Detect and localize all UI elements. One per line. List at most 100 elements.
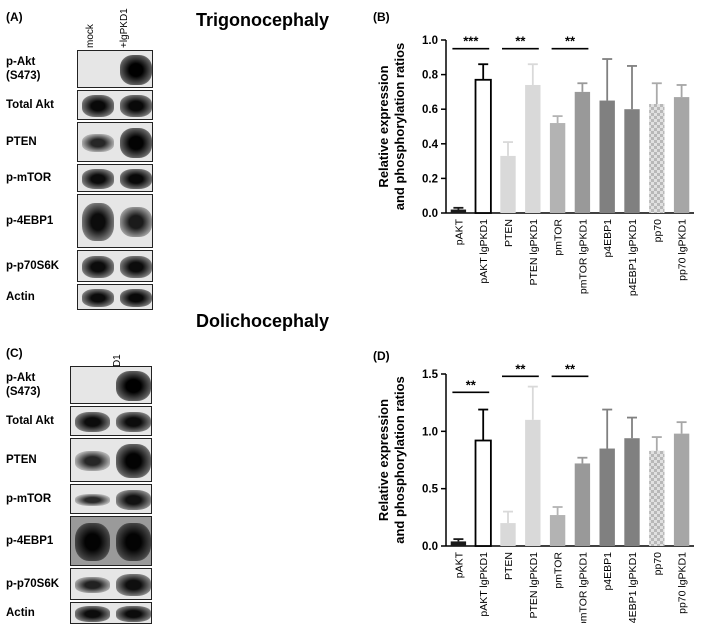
blot-band xyxy=(120,168,152,190)
y-axis-label-line: and phosphorylation ratios xyxy=(392,376,407,544)
y-tick-label: 0.6 xyxy=(422,104,438,116)
bar xyxy=(574,463,591,546)
blot-strip xyxy=(70,484,152,514)
y-tick-label: 0.4 xyxy=(422,139,439,151)
significance-label: *** xyxy=(463,34,479,49)
bar-chart-d: Relative expressionand phosphorylation r… xyxy=(376,361,694,623)
bar xyxy=(474,439,492,547)
blot-row-label: p-p70S6K xyxy=(6,578,60,590)
y-tick-label: 1.0 xyxy=(422,426,438,438)
blot-strip xyxy=(70,366,152,404)
x-category-label: pAKT lgPKD1 xyxy=(478,219,490,284)
panel-letter-b: (B) xyxy=(373,10,390,24)
x-category-label: p4EBP1 lgPKD1 xyxy=(627,552,639,623)
bar xyxy=(649,104,665,213)
blot-band xyxy=(75,493,110,507)
blot-row-label: Total Akt xyxy=(6,415,54,427)
blot-band xyxy=(75,522,110,562)
x-category-label: pp70 lgPKD1 xyxy=(677,552,689,614)
bar xyxy=(673,433,690,546)
x-category-label: p4EBP1 xyxy=(602,219,614,258)
panel-letter-a: (A) xyxy=(6,10,23,24)
western-blot-a: mock +lgPKD1 p-Akt (S473) Total Akt PTEN p-mT… xyxy=(0,0,180,310)
blot-band xyxy=(120,207,152,237)
y-axis-label: Relative expressionand phosphorylation r… xyxy=(376,376,407,544)
x-category-label: PTEN xyxy=(503,219,515,247)
blot-strip xyxy=(77,164,153,192)
blot-band xyxy=(120,54,152,86)
blot-band xyxy=(116,444,151,478)
blot-band xyxy=(116,370,151,402)
significance-label: ** xyxy=(565,34,576,49)
blot-band xyxy=(116,574,151,596)
x-category-label: pmTOR xyxy=(553,219,565,256)
y-tick-label: 1.0 xyxy=(422,35,438,47)
x-category-label: pp70 xyxy=(652,552,664,576)
blot-row-label: PTEN xyxy=(6,454,37,466)
panel-letter-d: (D) xyxy=(373,349,390,363)
blot-row-label: p-4EBP1 xyxy=(6,535,54,547)
title-dolichocephaly: Dolichocephaly xyxy=(196,311,330,331)
blot-row-label: Actin xyxy=(6,291,35,303)
bar xyxy=(549,123,566,213)
blot-strip xyxy=(77,90,153,120)
bar xyxy=(673,97,690,213)
blot-row-label: p-p70S6K xyxy=(6,260,60,272)
blot-band xyxy=(120,288,152,308)
y-axis-label-line: Relative expression xyxy=(376,65,391,187)
blot-strip xyxy=(70,406,152,436)
x-category-label: pp70 lgPKD1 xyxy=(677,219,689,281)
bar xyxy=(599,448,615,546)
x-category-label: pAKT xyxy=(453,218,465,245)
y-axis-label-line: Relative expression xyxy=(376,399,391,521)
blot-band xyxy=(82,95,114,117)
blot-band xyxy=(116,522,151,562)
blot-band xyxy=(75,451,110,471)
blot-strip xyxy=(77,122,153,162)
blot-strip xyxy=(70,602,152,624)
significance-label: ** xyxy=(565,361,576,376)
blot-strip xyxy=(77,194,153,248)
bar xyxy=(450,209,467,213)
y-tick-label: 0.5 xyxy=(422,484,439,496)
x-category-label: PTEN lgPKD1 xyxy=(528,552,540,619)
blot-strip xyxy=(70,568,152,600)
bar-chart-b: Relative expressionand phosphorylation r… xyxy=(376,34,694,296)
blot-row-label: p-Akt (S473) xyxy=(6,372,41,398)
blot-band xyxy=(82,203,114,241)
blot-band xyxy=(120,95,152,117)
bar xyxy=(549,515,566,546)
blot-band xyxy=(120,255,152,279)
significance-label: ** xyxy=(515,361,526,376)
panel-letter-c: (C) xyxy=(6,346,23,360)
bar xyxy=(500,523,516,546)
title-trigonocephaly: Trigonocephaly xyxy=(196,10,330,30)
blot-band xyxy=(75,606,110,622)
x-category-label: PTEN xyxy=(503,552,515,580)
bar xyxy=(624,109,640,213)
blot-strip xyxy=(70,516,152,566)
blot-row-label: p-4EBP1 xyxy=(6,215,54,227)
bar xyxy=(474,78,492,214)
bar xyxy=(500,155,516,213)
bar xyxy=(574,91,591,213)
x-category-label: pAKT lgPKD1 xyxy=(478,552,490,617)
blot-band xyxy=(75,411,110,433)
bar xyxy=(649,450,665,546)
y-tick-label: 1.5 xyxy=(422,369,439,381)
x-category-label: p4EBP1 lgPKD1 xyxy=(627,219,639,296)
blot-band xyxy=(75,577,110,593)
y-tick-label: 0.8 xyxy=(422,70,439,82)
significance-label: ** xyxy=(466,377,477,392)
blot-row-label: p-Akt (S473) xyxy=(6,56,41,82)
blot-strip xyxy=(77,50,153,88)
x-category-label: p4EBP1 xyxy=(602,552,614,591)
blot-band xyxy=(120,127,152,159)
bar xyxy=(525,419,541,546)
blot-row-label: p-mTOR xyxy=(6,172,52,184)
y-tick-label: 0.2 xyxy=(422,173,438,185)
bar xyxy=(599,100,615,213)
blot-row-label: Total Akt xyxy=(6,99,54,111)
blot-strip xyxy=(77,250,153,282)
